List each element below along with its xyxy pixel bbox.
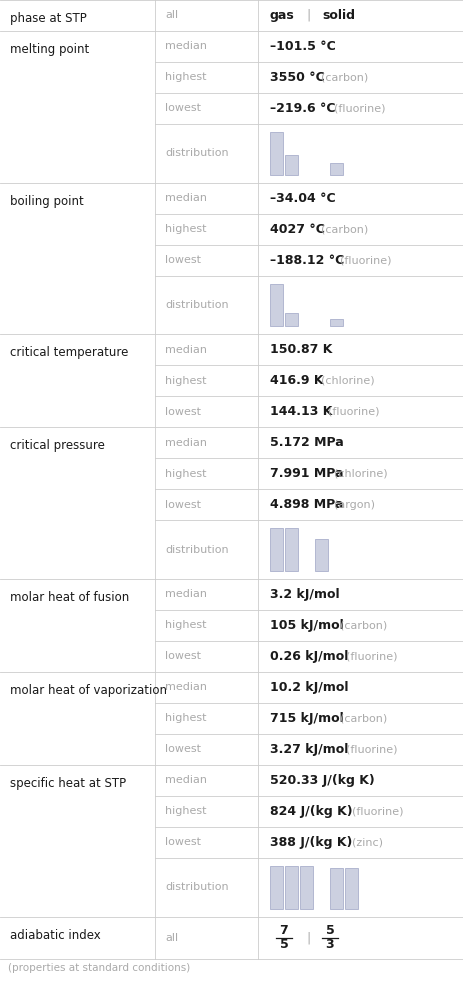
- Text: 3: 3: [325, 938, 334, 952]
- Text: highest: highest: [165, 224, 206, 234]
- Text: highest: highest: [165, 73, 206, 82]
- Text: lowest: lowest: [165, 103, 201, 114]
- Text: (chlorine): (chlorine): [334, 469, 388, 479]
- Text: median: median: [165, 438, 207, 447]
- Text: (carbon): (carbon): [321, 73, 369, 82]
- Text: critical temperature: critical temperature: [10, 346, 128, 359]
- Text: lowest: lowest: [165, 838, 201, 848]
- Bar: [270, 132, 283, 175]
- Text: boiling point: boiling point: [10, 194, 84, 208]
- Text: lowest: lowest: [165, 255, 201, 265]
- Text: gas: gas: [270, 9, 295, 22]
- Text: highest: highest: [165, 806, 206, 816]
- Text: molar heat of fusion: molar heat of fusion: [10, 591, 129, 604]
- Bar: [285, 866, 298, 908]
- Text: highest: highest: [165, 469, 206, 479]
- Bar: [270, 866, 283, 908]
- Text: median: median: [165, 683, 207, 693]
- Text: 416.9 K: 416.9 K: [270, 375, 324, 387]
- Text: median: median: [165, 345, 207, 355]
- Text: (fluorine): (fluorine): [352, 806, 404, 816]
- Text: (properties at standard conditions): (properties at standard conditions): [8, 963, 190, 973]
- Text: lowest: lowest: [165, 745, 201, 754]
- Text: lowest: lowest: [165, 499, 201, 510]
- Text: median: median: [165, 775, 207, 786]
- Bar: [285, 155, 298, 175]
- Bar: [270, 529, 283, 571]
- Text: 0.26 kJ/mol: 0.26 kJ/mol: [270, 650, 348, 663]
- Text: distribution: distribution: [165, 300, 229, 310]
- Text: (carbon): (carbon): [321, 224, 369, 234]
- Text: 388 J/(kg K): 388 J/(kg K): [270, 836, 352, 849]
- Text: 824 J/(kg K): 824 J/(kg K): [270, 804, 353, 818]
- Text: solid: solid: [322, 9, 355, 22]
- Text: highest: highest: [165, 376, 206, 386]
- Text: 4.898 MPa: 4.898 MPa: [270, 498, 344, 511]
- Text: phase at STP: phase at STP: [10, 12, 87, 25]
- Text: 3.27 kJ/mol: 3.27 kJ/mol: [270, 743, 348, 756]
- Text: (fluorine): (fluorine): [346, 651, 398, 661]
- Text: 5: 5: [280, 938, 288, 952]
- Text: –101.5 °C: –101.5 °C: [270, 40, 336, 53]
- Text: median: median: [165, 41, 207, 51]
- Text: 10.2 kJ/mol: 10.2 kJ/mol: [270, 681, 349, 694]
- Text: 3550 °C: 3550 °C: [270, 71, 325, 84]
- Text: highest: highest: [165, 713, 206, 723]
- Text: 520.33 J/(kg K): 520.33 J/(kg K): [270, 774, 375, 787]
- Text: all: all: [165, 11, 178, 21]
- Text: highest: highest: [165, 620, 206, 631]
- Text: lowest: lowest: [165, 651, 201, 661]
- Text: molar heat of vaporization: molar heat of vaporization: [10, 684, 167, 697]
- Text: (chlorine): (chlorine): [321, 376, 375, 386]
- Text: specific heat at STP: specific heat at STP: [10, 777, 126, 790]
- Text: 5.172 MPa: 5.172 MPa: [270, 437, 344, 449]
- Text: |: |: [306, 9, 310, 22]
- Text: –34.04 °C: –34.04 °C: [270, 191, 336, 205]
- Bar: [345, 868, 358, 908]
- Text: median: median: [165, 590, 207, 599]
- Text: –219.6 °C: –219.6 °C: [270, 102, 336, 115]
- Text: 150.87 K: 150.87 K: [270, 343, 332, 356]
- Text: 105 kJ/mol: 105 kJ/mol: [270, 619, 344, 632]
- Text: all: all: [165, 933, 178, 943]
- Text: 7.991 MPa: 7.991 MPa: [270, 467, 344, 481]
- Text: (carbon): (carbon): [340, 620, 387, 631]
- Text: 715 kJ/mol: 715 kJ/mol: [270, 712, 344, 725]
- Text: (fluorine): (fluorine): [346, 745, 398, 754]
- Bar: [330, 319, 343, 327]
- Text: adiabatic index: adiabatic index: [10, 929, 101, 942]
- Text: (argon): (argon): [334, 499, 375, 510]
- Text: 3.2 kJ/mol: 3.2 kJ/mol: [270, 588, 340, 601]
- Text: distribution: distribution: [165, 148, 229, 158]
- Text: melting point: melting point: [10, 43, 89, 56]
- Text: (zinc): (zinc): [352, 838, 383, 848]
- Text: –188.12 °C: –188.12 °C: [270, 254, 344, 267]
- Text: (fluorine): (fluorine): [334, 103, 385, 114]
- Text: (carbon): (carbon): [340, 713, 387, 723]
- Bar: [330, 868, 343, 908]
- Text: distribution: distribution: [165, 544, 229, 554]
- Bar: [315, 539, 328, 571]
- Text: 144.13 K: 144.13 K: [270, 405, 332, 418]
- Text: critical pressure: critical pressure: [10, 439, 105, 452]
- Text: 4027 °C: 4027 °C: [270, 223, 325, 235]
- Text: (fluorine): (fluorine): [328, 407, 379, 417]
- Text: |: |: [306, 931, 310, 945]
- Text: lowest: lowest: [165, 407, 201, 417]
- Bar: [300, 866, 313, 908]
- Bar: [285, 313, 298, 327]
- Text: 5: 5: [325, 924, 334, 937]
- Text: distribution: distribution: [165, 882, 229, 893]
- Bar: [330, 163, 343, 175]
- Bar: [285, 529, 298, 571]
- Text: (fluorine): (fluorine): [340, 255, 392, 265]
- Text: 7: 7: [280, 924, 288, 937]
- Bar: [270, 284, 283, 327]
- Text: median: median: [165, 193, 207, 203]
